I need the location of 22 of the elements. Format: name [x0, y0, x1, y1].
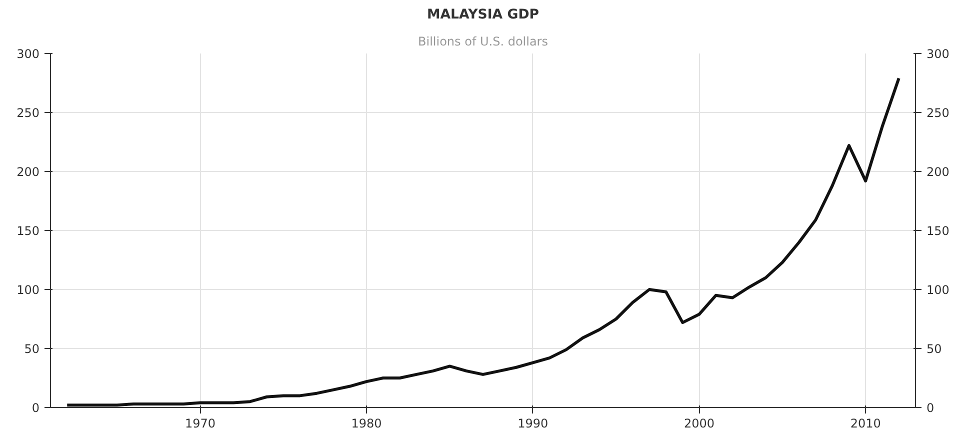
y-tick-label: 150: [16, 224, 40, 238]
x-tick-label: 2000: [684, 416, 715, 430]
chart-title: MALAYSIA GDP: [426, 8, 540, 22]
chart-subtitle: Billions of U.S. dollars: [418, 34, 548, 48]
y2-tick-label: 300: [926, 47, 950, 61]
y-tick-label: 50: [24, 342, 40, 356]
x-tick-label: 1980: [351, 416, 382, 430]
y2-tick-label: 0: [926, 401, 934, 415]
y-tick-label: 200: [16, 165, 40, 179]
x-tick-label: 1970: [184, 416, 216, 430]
y2-tick-label: 150: [926, 224, 950, 238]
y-tick-label: 0: [32, 401, 40, 415]
y-tick-label: 250: [16, 106, 40, 120]
x-tick-label: 1990: [518, 416, 548, 430]
y-tick-label: 300: [16, 47, 40, 61]
x-tick-label: 2010: [850, 416, 881, 430]
y2-tick-label: 50: [926, 342, 942, 356]
line-series: [66, 76, 900, 407]
y2-tick-label: 100: [926, 283, 950, 297]
y-tick-label: 100: [16, 283, 40, 297]
y2-tick-label: 200: [926, 165, 950, 179]
y2-tick-label: 250: [926, 106, 950, 120]
